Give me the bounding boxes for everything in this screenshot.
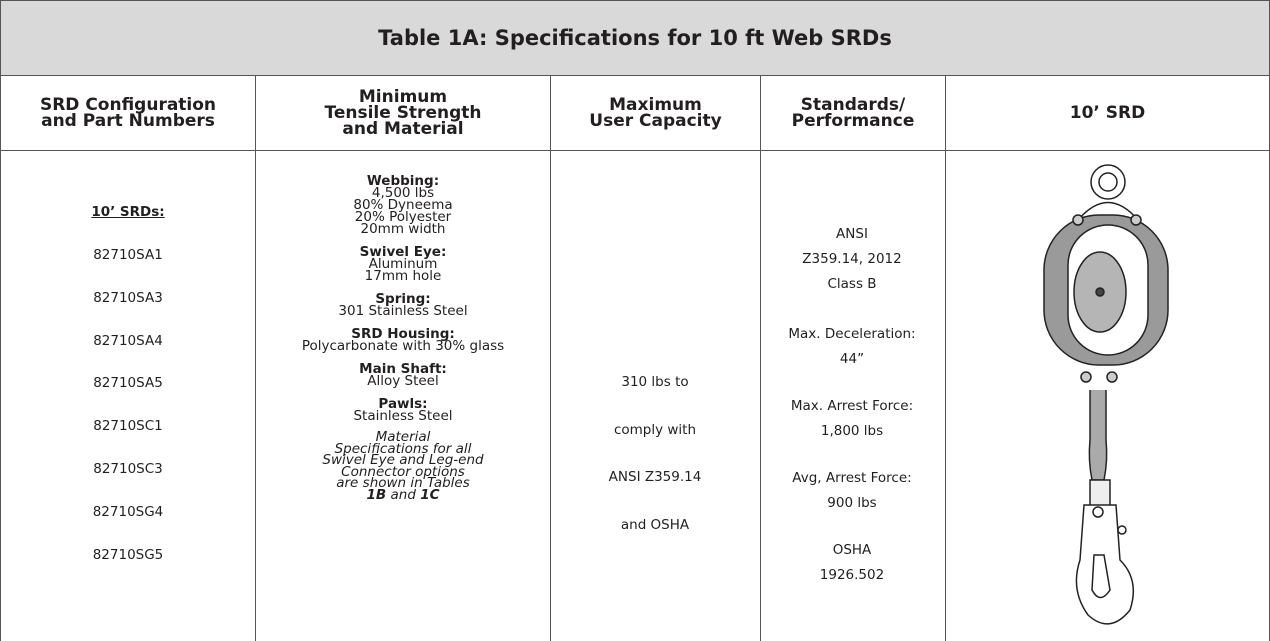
- header-text: Standards/: [800, 95, 906, 115]
- header-text: Minimum: [358, 87, 448, 107]
- header-text: Tensile Strength: [324, 103, 482, 123]
- standard-line: 44”: [839, 351, 865, 367]
- material-heading: Main Shaft:: [359, 361, 447, 377]
- material-line: Polycarbonate with 30% glass: [301, 338, 505, 354]
- part-number: 82710SG5: [92, 546, 164, 563]
- material-line: 80% Dyneema: [353, 197, 453, 213]
- material-note: Swivel Eye and Leg-end: [322, 452, 484, 468]
- capacity-line: ANSI Z359.14: [608, 469, 702, 485]
- row-border: [0, 150, 1270, 151]
- header-text: 10’ SRD: [1069, 103, 1146, 123]
- part-number: 82710SA3: [93, 289, 163, 306]
- header-cell: Standards/Performance: [761, 76, 945, 150]
- column-border: [945, 75, 946, 641]
- srd-illustration: [1043, 164, 1169, 625]
- standard-line: 900 lbs: [827, 495, 877, 511]
- column-border: [760, 75, 761, 641]
- header-cell: Minimum Tensile Strength and Material: [256, 76, 550, 150]
- material-line: Stainless Steel: [353, 408, 453, 424]
- material-line: 20mm width: [360, 221, 446, 237]
- material-note: Connector options: [341, 463, 465, 480]
- part-number: 82710SA1: [93, 247, 163, 263]
- part-number: 82710SA5: [93, 375, 163, 392]
- material-line: 301 Stainless Steel: [338, 303, 468, 319]
- material-line: 4,500 lbs: [371, 185, 435, 201]
- header-cell: Maximum User Capacity: [551, 76, 760, 150]
- header-cell: SRD Configuration and Part Numbers: [1, 76, 255, 150]
- material-note: Material: [375, 429, 431, 445]
- material-line: 17mm hole: [364, 268, 442, 284]
- standard-line: 1,800 lbs: [820, 423, 884, 439]
- header-text: User Capacity: [589, 111, 722, 131]
- part-label: 10’ SRDs:: [91, 204, 165, 220]
- standard-line: Z359.14, 2012: [802, 251, 902, 267]
- part-number: 82710SA4: [93, 332, 163, 349]
- column-border: [0, 75, 1, 641]
- part-number: 82710SC3: [93, 461, 163, 477]
- standard-line: Max. Deceleration:: [788, 326, 916, 342]
- header-text: Maximum: [609, 95, 702, 115]
- material-line: Aluminum: [368, 256, 438, 272]
- material-heading: Spring:: [375, 291, 431, 307]
- column-border: [255, 75, 256, 641]
- header-text: SRD Configuration: [39, 95, 217, 115]
- material-note-part: 1B: [366, 486, 387, 503]
- material-heading: SRD Housing:: [351, 326, 455, 342]
- standard-line: Avg, Arrest Force:: [792, 470, 912, 486]
- column-border: [550, 75, 551, 641]
- material-note: Specifications for all: [334, 440, 472, 457]
- material-note: are shown in Tables: [336, 475, 470, 491]
- header-text: and Material: [342, 119, 464, 139]
- material-note: 1B and 1C: [367, 488, 440, 502]
- material-line: Alloy Steel: [367, 373, 439, 389]
- material-note-part: and: [390, 486, 416, 503]
- header-text: and Part Numbers: [41, 111, 215, 131]
- material-heading: Webbing:: [366, 173, 440, 189]
- standard-line: Class B: [827, 276, 877, 292]
- part-number: 82710SG4: [92, 503, 164, 520]
- material-note-part: 1C: [420, 486, 440, 503]
- header-text: Performance: [791, 111, 915, 131]
- material-line: 20% Polyester: [354, 209, 452, 225]
- header-cell: 10’ SRD: [946, 76, 1269, 150]
- capacity-line: 310 lbs to: [621, 374, 689, 390]
- part-number: 82710SC1: [93, 418, 163, 435]
- capacity-line: and OSHA: [620, 516, 690, 533]
- standard-line: 1926.502: [819, 567, 885, 583]
- title-bar: Table 1A: Specifications for 10 ft Web S…: [0, 0, 1270, 76]
- standard-line: Max. Arrest Force:: [790, 398, 914, 414]
- material-heading: Swivel Eye:: [359, 244, 447, 260]
- standard-line: OSHA: [832, 542, 872, 558]
- material-heading: Pawls:: [378, 396, 428, 412]
- table-title: Table 1A: Specifications for 10 ft Web S…: [378, 26, 892, 50]
- standard-line: ANSI: [836, 226, 868, 242]
- capacity-line: comply with: [613, 421, 697, 438]
